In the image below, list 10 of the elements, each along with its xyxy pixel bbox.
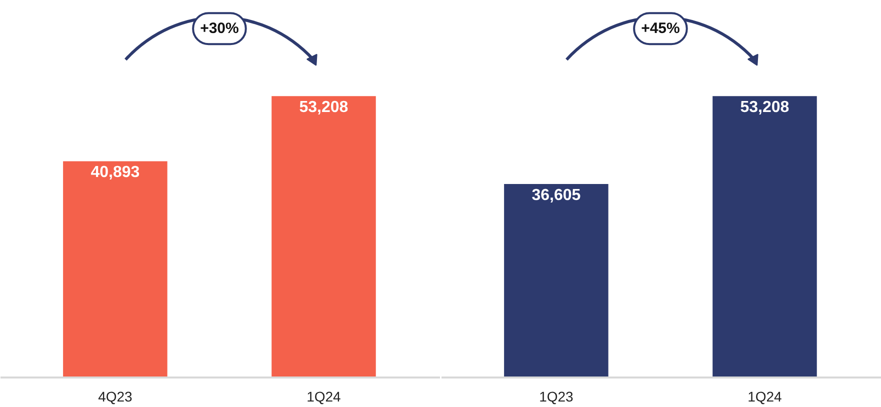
data-label: 53,208 — [299, 99, 348, 116]
text: +45% — [641, 20, 680, 38]
data-label: 40,893 — [90, 164, 140, 182]
x-tick-label: 4Q23 — [98, 388, 133, 404]
data-label: 53,208 — [740, 99, 790, 116]
x-tick-label: 1Q24 — [306, 388, 342, 404]
text: +30% — [200, 20, 239, 38]
data-label: 36,605 — [532, 186, 581, 204]
x-tick-label: 1Q24 — [748, 388, 782, 404]
x-tick-label: 1Q23 — [539, 388, 574, 404]
